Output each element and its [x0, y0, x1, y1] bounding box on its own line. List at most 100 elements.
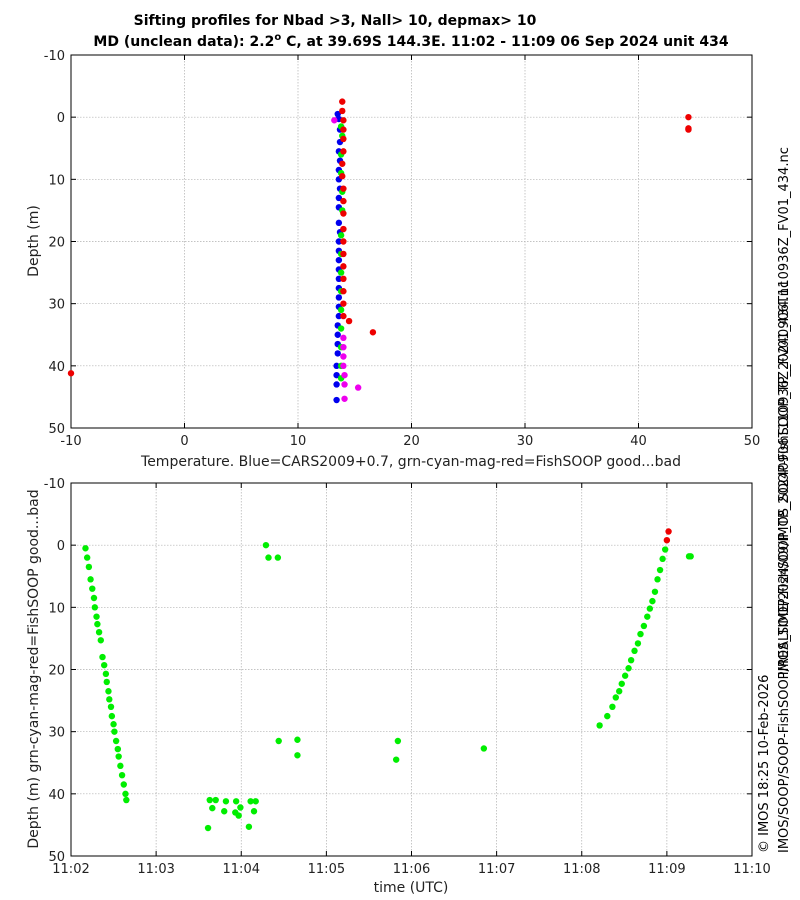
plot1-ytick-label: 20 — [48, 236, 65, 251]
plot2-xtick-label: 11:03 — [137, 862, 174, 877]
data-point-good — [656, 566, 664, 574]
data-point-bad — [340, 288, 347, 295]
data-point-good — [118, 771, 126, 779]
data-point-good — [112, 737, 120, 745]
data-point-good — [85, 563, 93, 571]
data-point-magenta — [354, 384, 362, 391]
plot2-xtick-label: 11:02 — [52, 862, 89, 877]
data-point-magenta — [340, 334, 347, 342]
data-point-cars — [333, 362, 340, 370]
data-point-cars — [335, 219, 343, 227]
plot1-ytick-label: 30 — [48, 298, 65, 313]
data-point-magenta — [340, 353, 347, 360]
data-point-bad — [67, 370, 75, 377]
data-point-good — [274, 554, 282, 561]
data-point-cars — [334, 331, 341, 338]
time-depth-plot: 11:02 11:03 11:04 11:05 11:06 11:07 11:08 11:09… — [26, 477, 771, 896]
data-point-cars — [333, 396, 340, 404]
data-point-good — [637, 630, 644, 638]
data-point-bad — [340, 312, 347, 320]
data-point-good — [103, 678, 110, 686]
data-point-bad — [340, 148, 347, 155]
data-point-bad — [339, 98, 346, 105]
data-point-good — [106, 696, 113, 703]
data-point-good — [659, 555, 666, 563]
data-point-good — [687, 553, 694, 560]
data-point-good — [117, 762, 124, 770]
plot2-ytick-label: 30 — [48, 726, 65, 741]
data-point-good — [102, 670, 110, 678]
data-point-bad — [340, 210, 347, 217]
data-point-good — [337, 232, 345, 239]
data-point-good — [93, 613, 100, 620]
plot2-ytick-label: -10 — [44, 477, 65, 492]
data-point-good — [89, 585, 96, 592]
data-point-good — [90, 594, 98, 602]
data-point-cars — [334, 110, 341, 118]
data-point-good — [262, 541, 270, 549]
data-point-cars — [335, 194, 343, 202]
title-degree-sup: o — [274, 32, 281, 43]
data-point-cars — [335, 256, 343, 264]
data-point-good — [649, 597, 656, 605]
data-point-good — [392, 756, 400, 763]
data-point-bad — [340, 117, 347, 124]
plot2-ytick-label: 50 — [48, 850, 65, 865]
data-point-good — [82, 545, 89, 552]
data-point-good — [604, 712, 611, 720]
data-point-cars — [333, 381, 340, 388]
data-point-good — [232, 798, 240, 805]
data-point-good — [265, 554, 272, 561]
plot1-xtick-label: 0 — [180, 434, 188, 449]
data-point-good — [235, 812, 242, 819]
data-point-good — [114, 745, 122, 753]
data-point-good — [625, 665, 632, 672]
data-point-good — [237, 804, 244, 811]
data-point-cars — [333, 371, 340, 379]
data-point-bad — [685, 126, 692, 133]
data-point-bad — [340, 225, 347, 233]
chart-title-line2: MD (unclean data): 2.2o C, at 39.69S 144… — [93, 32, 728, 50]
plot2-xtick-label: 11:04 — [223, 862, 260, 877]
data-point-magenta — [340, 362, 347, 370]
data-point-cars — [335, 275, 343, 282]
data-point-good — [209, 804, 216, 812]
data-point-cars — [335, 238, 343, 245]
chart-title-line1: Sifting profiles for Nbad >3, Nall> 10, … — [134, 13, 537, 29]
plot2-points — [82, 528, 694, 832]
plot1-xtick-label: 10 — [290, 434, 307, 449]
data-point-good — [122, 790, 129, 798]
data-point-good — [252, 798, 259, 805]
data-point-bad — [340, 185, 347, 192]
data-point-good — [245, 823, 253, 830]
plot2-xtick-label: 11:08 — [563, 862, 600, 877]
data-point-good — [609, 703, 616, 710]
data-point-good — [221, 808, 228, 815]
data-point-good — [206, 796, 213, 804]
plot1-ytick-label: -10 — [44, 49, 65, 64]
data-point-cars — [334, 350, 341, 357]
data-point-bad — [339, 107, 346, 115]
data-point-bad — [340, 275, 347, 282]
data-point-good — [616, 688, 623, 695]
data-point-good — [644, 613, 651, 620]
data-point-magenta — [340, 343, 347, 351]
plot1-grid — [71, 55, 752, 428]
data-point-bad — [663, 536, 671, 544]
data-point-bad — [340, 126, 347, 133]
data-point-bad — [340, 263, 347, 270]
data-point-magenta — [331, 117, 338, 124]
data-point-good — [97, 637, 104, 644]
plot2-ytick-label: 40 — [48, 788, 65, 803]
side-path-label: IMOS/SOOP/SOOP-FishSOOP/REALTIME/2024/09… — [777, 147, 792, 853]
plot1-points — [67, 98, 692, 404]
plot2-ytick-label: 20 — [48, 664, 65, 679]
data-point-good — [634, 640, 642, 647]
data-point-bad — [685, 113, 692, 121]
data-point-bad — [340, 238, 347, 245]
plot2-grid — [71, 483, 752, 856]
data-point-good — [222, 798, 230, 805]
data-point-good — [337, 325, 345, 332]
plot2-ytick-label: 10 — [48, 601, 65, 616]
